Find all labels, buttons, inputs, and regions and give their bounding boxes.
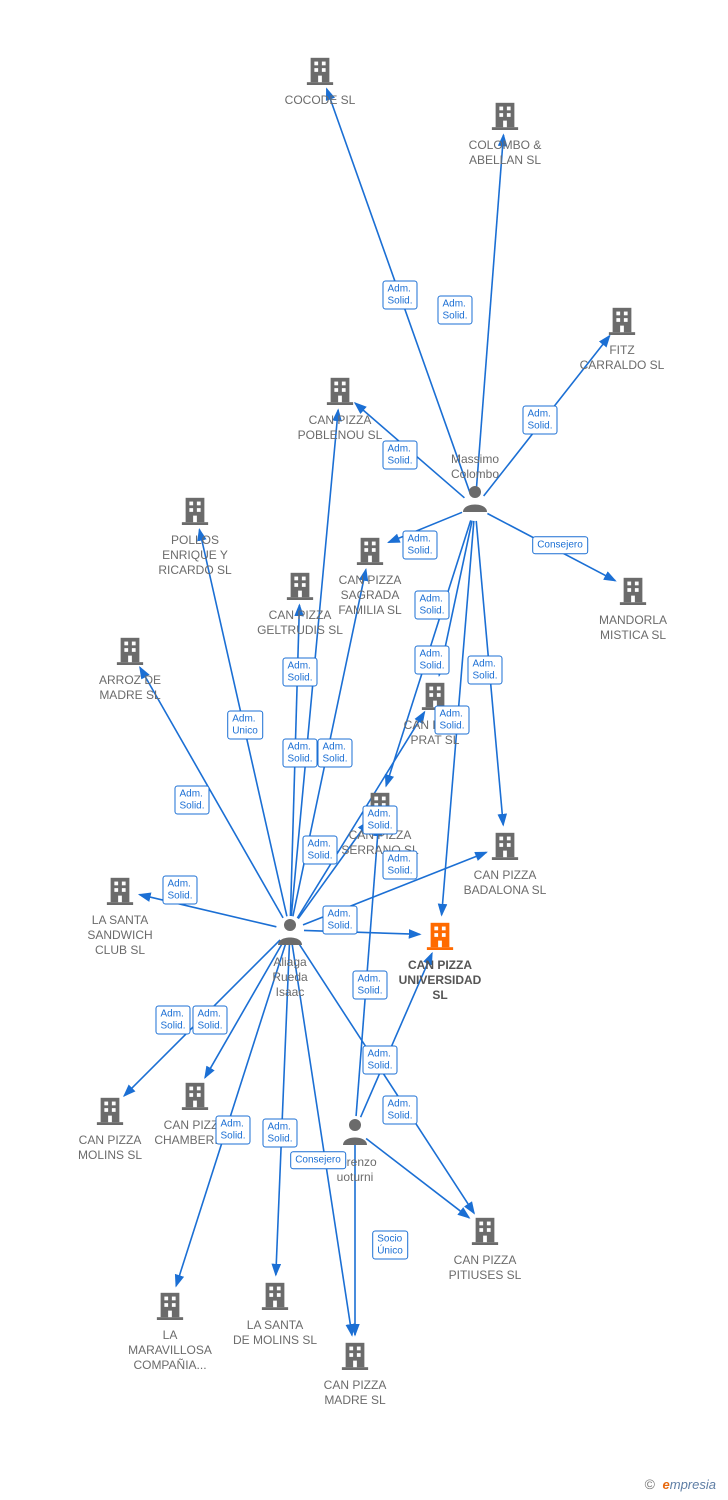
edge-label: Adm. Solid.: [362, 1046, 397, 1075]
company-node-fitz[interactable]: FITZ CARRALDO SL: [562, 305, 682, 373]
node-label: CAN PIZZA SAGRADA FAMILIA SL: [310, 573, 430, 618]
node-label: Lorenzo uoturni: [295, 1155, 415, 1185]
edge-label: Adm. Solid.: [382, 441, 417, 470]
edge-label: Adm. Solid.: [382, 281, 417, 310]
edge-label: Adm. Solid.: [192, 1006, 227, 1035]
edge-label: Adm. Solid.: [155, 1006, 190, 1035]
company-node-sagrada[interactable]: CAN PIZZA SAGRADA FAMILIA SL: [310, 535, 430, 618]
edge-label: Consejero: [532, 536, 588, 554]
company-node-universidad[interactable]: CAN PIZZA UNIVERSIDAD SL: [380, 920, 500, 1003]
company-node-cocode[interactable]: COCODE SL: [260, 55, 380, 108]
node-label: CAN PIZZA BADALONA SL: [445, 868, 565, 898]
person-node-lorenzo[interactable]: Lorenzo uoturni: [295, 1115, 415, 1185]
edge-massimo-mandorla: [487, 514, 615, 581]
node-label: LA SANTA SANDWICH CLUB SL: [60, 913, 180, 958]
company-node-serrano[interactable]: CAN PIZZA SERRANO SL: [320, 790, 440, 858]
edge-lorenzo-serrano: [356, 825, 378, 1116]
company-node-maravillosa[interactable]: LA MARAVILLOSA COMPAÑIA...: [110, 1290, 230, 1373]
footer-copyright: © empresia: [645, 1476, 716, 1492]
node-label: MANDORLA MISTICA SL: [573, 613, 693, 643]
node-label: CAN PIZZA UNIVERSIDAD SL: [380, 958, 500, 1003]
node-label: LA MARAVILLOSA COMPAÑIA...: [110, 1328, 230, 1373]
edge-label: Adm. Solid.: [282, 739, 317, 768]
edge-label: Adm. Unico: [227, 711, 263, 740]
node-label: POLLOS ENRIQUE Y RICARDO SL: [135, 533, 255, 578]
edge-label: Adm. Solid.: [317, 739, 352, 768]
edge-aliaga-geltrudis: [290, 605, 299, 916]
edge-label: Adm. Solid.: [414, 646, 449, 675]
edge-massimo-prat: [439, 521, 472, 676]
node-label: CAN PIZZA SERRANO SL: [320, 828, 440, 858]
company-node-mandorla[interactable]: MANDORLA MISTICA SL: [573, 575, 693, 643]
edge-massimo-colombo_ab: [476, 135, 503, 493]
company-node-colombo_ab[interactable]: COLOMBO & ABELLAN SL: [445, 100, 565, 168]
brand-rest: mpresia: [670, 1477, 716, 1492]
node-label: FITZ CARRALDO SL: [562, 343, 682, 373]
copyright-symbol: ©: [645, 1476, 655, 1492]
node-label: ARROZ DE MADRE SL: [70, 673, 190, 703]
company-node-pollos[interactable]: POLLOS ENRIQUE Y RICARDO SL: [135, 495, 255, 578]
edge-label: Adm. Solid.: [282, 658, 317, 687]
company-node-badalona[interactable]: CAN PIZZA BADALONA SL: [445, 830, 565, 898]
edge-label: Adm. Solid.: [522, 406, 557, 435]
edge-label: Adm. Solid.: [262, 1119, 297, 1148]
node-label: CAN PIZZA MADRE SL: [295, 1378, 415, 1408]
node-label: CAN PIZZA PITIUSES SL: [425, 1253, 545, 1283]
node-label: Aliaga Rueda Isaac: [230, 955, 350, 1000]
node-label: CAN PIZZA POBLENOU SL: [280, 413, 400, 443]
node-label: Massimo Colombo: [415, 452, 535, 482]
edges-layer: [0, 0, 728, 1500]
edge-label: Adm. Solid.: [174, 786, 209, 815]
company-node-chamberi[interactable]: CAN PIZZA CHAMBERI SL: [135, 1080, 255, 1148]
company-node-poblenou[interactable]: CAN PIZZA POBLENOU SL: [280, 375, 400, 443]
edge-label: Socio Único: [372, 1231, 408, 1260]
company-node-arroz[interactable]: ARROZ DE MADRE SL: [70, 635, 190, 703]
node-label: COLOMBO & ABELLAN SL: [445, 138, 565, 168]
node-label: CAN PIZZA CHAMBERI SL: [135, 1118, 255, 1148]
company-node-prat[interactable]: CAN PIZZA PRAT SL: [375, 680, 495, 748]
edge-massimo-badalona: [476, 521, 503, 825]
company-node-pitiuses[interactable]: CAN PIZZA PITIUSES SL: [425, 1215, 545, 1283]
brand-first-letter: e: [663, 1477, 670, 1492]
node-label: CAN PIZZA PRAT SL: [375, 718, 495, 748]
person-node-aliaga[interactable]: Aliaga Rueda Isaac: [230, 915, 350, 1000]
person-node-massimo[interactable]: Massimo Colombo: [415, 449, 535, 519]
node-label: COCODE SL: [260, 93, 380, 108]
company-node-madre[interactable]: CAN PIZZA MADRE SL: [295, 1340, 415, 1408]
edge-label: Adm. Solid.: [437, 296, 472, 325]
company-node-santa_sand[interactable]: LA SANTA SANDWICH CLUB SL: [60, 875, 180, 958]
company-node-santa_molins[interactable]: LA SANTA DE MOLINS SL: [215, 1280, 335, 1348]
